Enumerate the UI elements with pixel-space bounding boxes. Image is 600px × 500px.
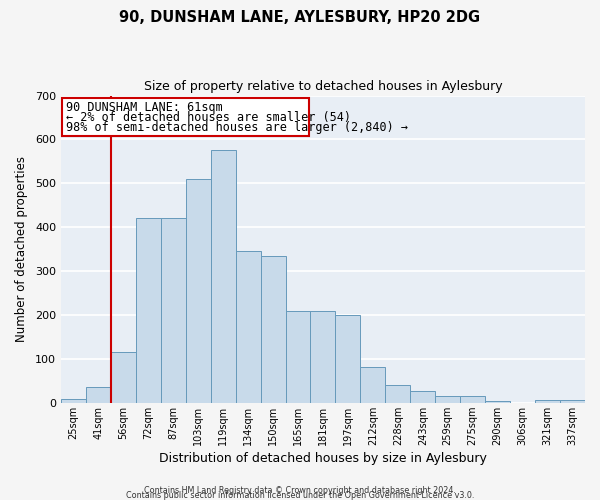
Bar (86, 386, 111, 403)
Bar (535, 400, 560, 403)
Bar (435, 396, 460, 403)
Text: 90, DUNSHAM LANE, AYLESBURY, HP20 2DG: 90, DUNSHAM LANE, AYLESBURY, HP20 2DG (119, 10, 481, 25)
Bar (310, 310, 335, 403)
Text: ← 2% of detached houses are smaller (54): ← 2% of detached houses are smaller (54) (66, 111, 351, 124)
Bar (361, 367, 385, 403)
Bar (161, 218, 186, 403)
Bar (260, 256, 286, 403)
Bar (485, 402, 510, 403)
Text: 90 DUNSHAM LANE: 61sqm: 90 DUNSHAM LANE: 61sqm (66, 102, 223, 114)
Bar (136, 218, 161, 403)
Bar (211, 150, 236, 403)
Bar (186, 179, 211, 403)
Bar (236, 252, 260, 403)
Text: Contains public sector information licensed under the Open Government Licence v3: Contains public sector information licen… (126, 491, 474, 500)
Text: Contains HM Land Registry data © Crown copyright and database right 2024.: Contains HM Land Registry data © Crown c… (144, 486, 456, 495)
X-axis label: Distribution of detached houses by size in Aylesbury: Distribution of detached houses by size … (159, 452, 487, 465)
Title: Size of property relative to detached houses in Aylesbury: Size of property relative to detached ho… (143, 80, 502, 93)
Bar (460, 396, 485, 403)
Bar (560, 400, 585, 403)
Bar (111, 352, 136, 403)
Bar (410, 391, 435, 403)
Bar (286, 310, 310, 403)
FancyBboxPatch shape (62, 98, 309, 136)
Y-axis label: Number of detached properties: Number of detached properties (15, 156, 28, 342)
Bar (335, 315, 361, 403)
Text: 98% of semi-detached houses are larger (2,840) →: 98% of semi-detached houses are larger (… (66, 120, 408, 134)
Bar (61, 400, 86, 403)
Bar (385, 385, 410, 403)
